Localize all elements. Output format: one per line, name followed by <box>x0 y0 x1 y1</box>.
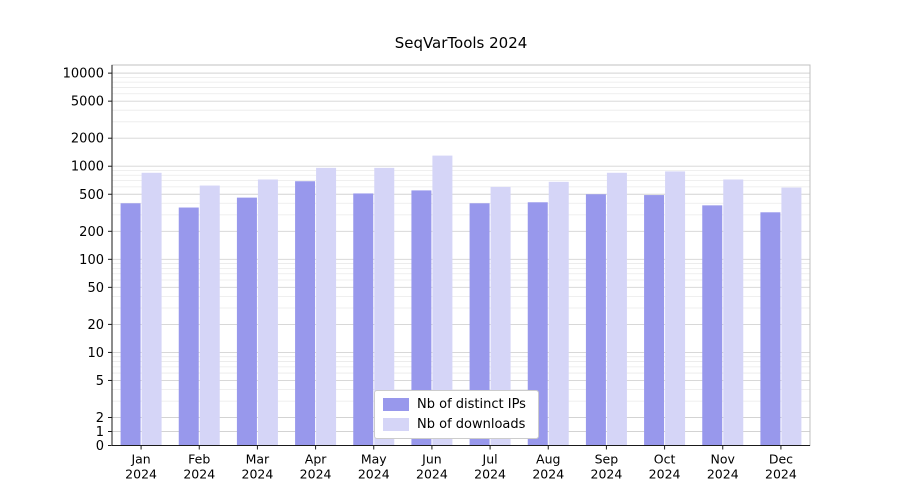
bar-distinct-ips-aug <box>527 202 548 446</box>
y-tick-label: 200 <box>79 225 104 240</box>
bar-downloads-may <box>374 167 395 446</box>
legend-swatch-distinct-ips <box>383 398 409 411</box>
legend: Nb of distinct IPs Nb of downloads <box>374 390 539 439</box>
bar-distinct-ips-jan <box>120 203 141 446</box>
bar-distinct-ips-may <box>353 193 374 446</box>
bar-distinct-ips-dec <box>760 212 781 446</box>
x-tick-label: Dec 2024 <box>765 452 797 482</box>
legend-item-downloads: Nb of downloads <box>383 417 526 432</box>
bar-distinct-ips-feb <box>178 207 199 446</box>
x-tick-label: Jul 2024 <box>474 452 506 482</box>
bar-downloads-jun <box>432 155 453 446</box>
y-tick-label: 2 <box>96 411 104 426</box>
y-tick-label: 50 <box>87 281 104 296</box>
bar-downloads-oct <box>665 171 686 446</box>
y-tick-label: 10 <box>87 346 104 361</box>
bar-downloads-jul <box>490 186 511 446</box>
x-tick-label: Jun 2024 <box>416 452 448 482</box>
bar-downloads-aug <box>548 181 569 446</box>
y-tick-label: 100 <box>79 253 104 268</box>
bar-downloads-nov <box>723 179 744 446</box>
bar-downloads-sep <box>606 172 627 446</box>
bar-downloads-mar <box>257 179 278 446</box>
bar-distinct-ips-sep <box>585 194 606 446</box>
y-tick-label: 500 <box>79 188 104 203</box>
x-tick-label: Apr 2024 <box>300 452 332 482</box>
x-tick-label: Nov 2024 <box>707 452 739 482</box>
bar-distinct-ips-oct <box>644 195 665 446</box>
y-tick-label: 5 <box>96 374 104 389</box>
x-tick-label: Sep 2024 <box>591 452 623 482</box>
y-tick-label: 20 <box>87 318 104 333</box>
x-tick-label: May 2024 <box>358 452 390 482</box>
bar-downloads-dec <box>781 187 802 446</box>
x-tick-label: Oct 2024 <box>649 452 681 482</box>
bar-downloads-feb <box>199 185 220 446</box>
bar-distinct-ips-jul <box>469 203 490 446</box>
y-tick-label: 10000 <box>63 67 104 82</box>
x-tick-label: Mar 2024 <box>242 452 274 482</box>
legend-label-distinct-ips: Nb of distinct IPs <box>417 397 526 412</box>
y-tick-label: 0 <box>96 439 104 454</box>
y-tick-label: 5000 <box>71 95 104 110</box>
bar-downloads-jan <box>141 172 162 446</box>
bar-distinct-ips-jun <box>411 190 432 446</box>
bar-distinct-ips-nov <box>702 205 723 446</box>
x-tick-label: Feb 2024 <box>183 452 215 482</box>
x-tick-label: Jan 2024 <box>125 452 157 482</box>
legend-swatch-downloads <box>383 418 409 431</box>
y-tick-label: 1000 <box>71 160 104 175</box>
bar-distinct-ips-mar <box>236 197 257 446</box>
bar-downloads-apr <box>316 167 337 446</box>
y-tick-label: 1 <box>96 425 104 440</box>
bar-distinct-ips-apr <box>295 181 316 446</box>
x-tick-label: Aug 2024 <box>532 452 564 482</box>
y-tick-label: 2000 <box>71 132 104 147</box>
legend-item-distinct-ips: Nb of distinct IPs <box>383 397 526 412</box>
chart-title: SeqVarTools 2024 <box>394 34 528 52</box>
legend-label-downloads: Nb of downloads <box>417 417 526 432</box>
